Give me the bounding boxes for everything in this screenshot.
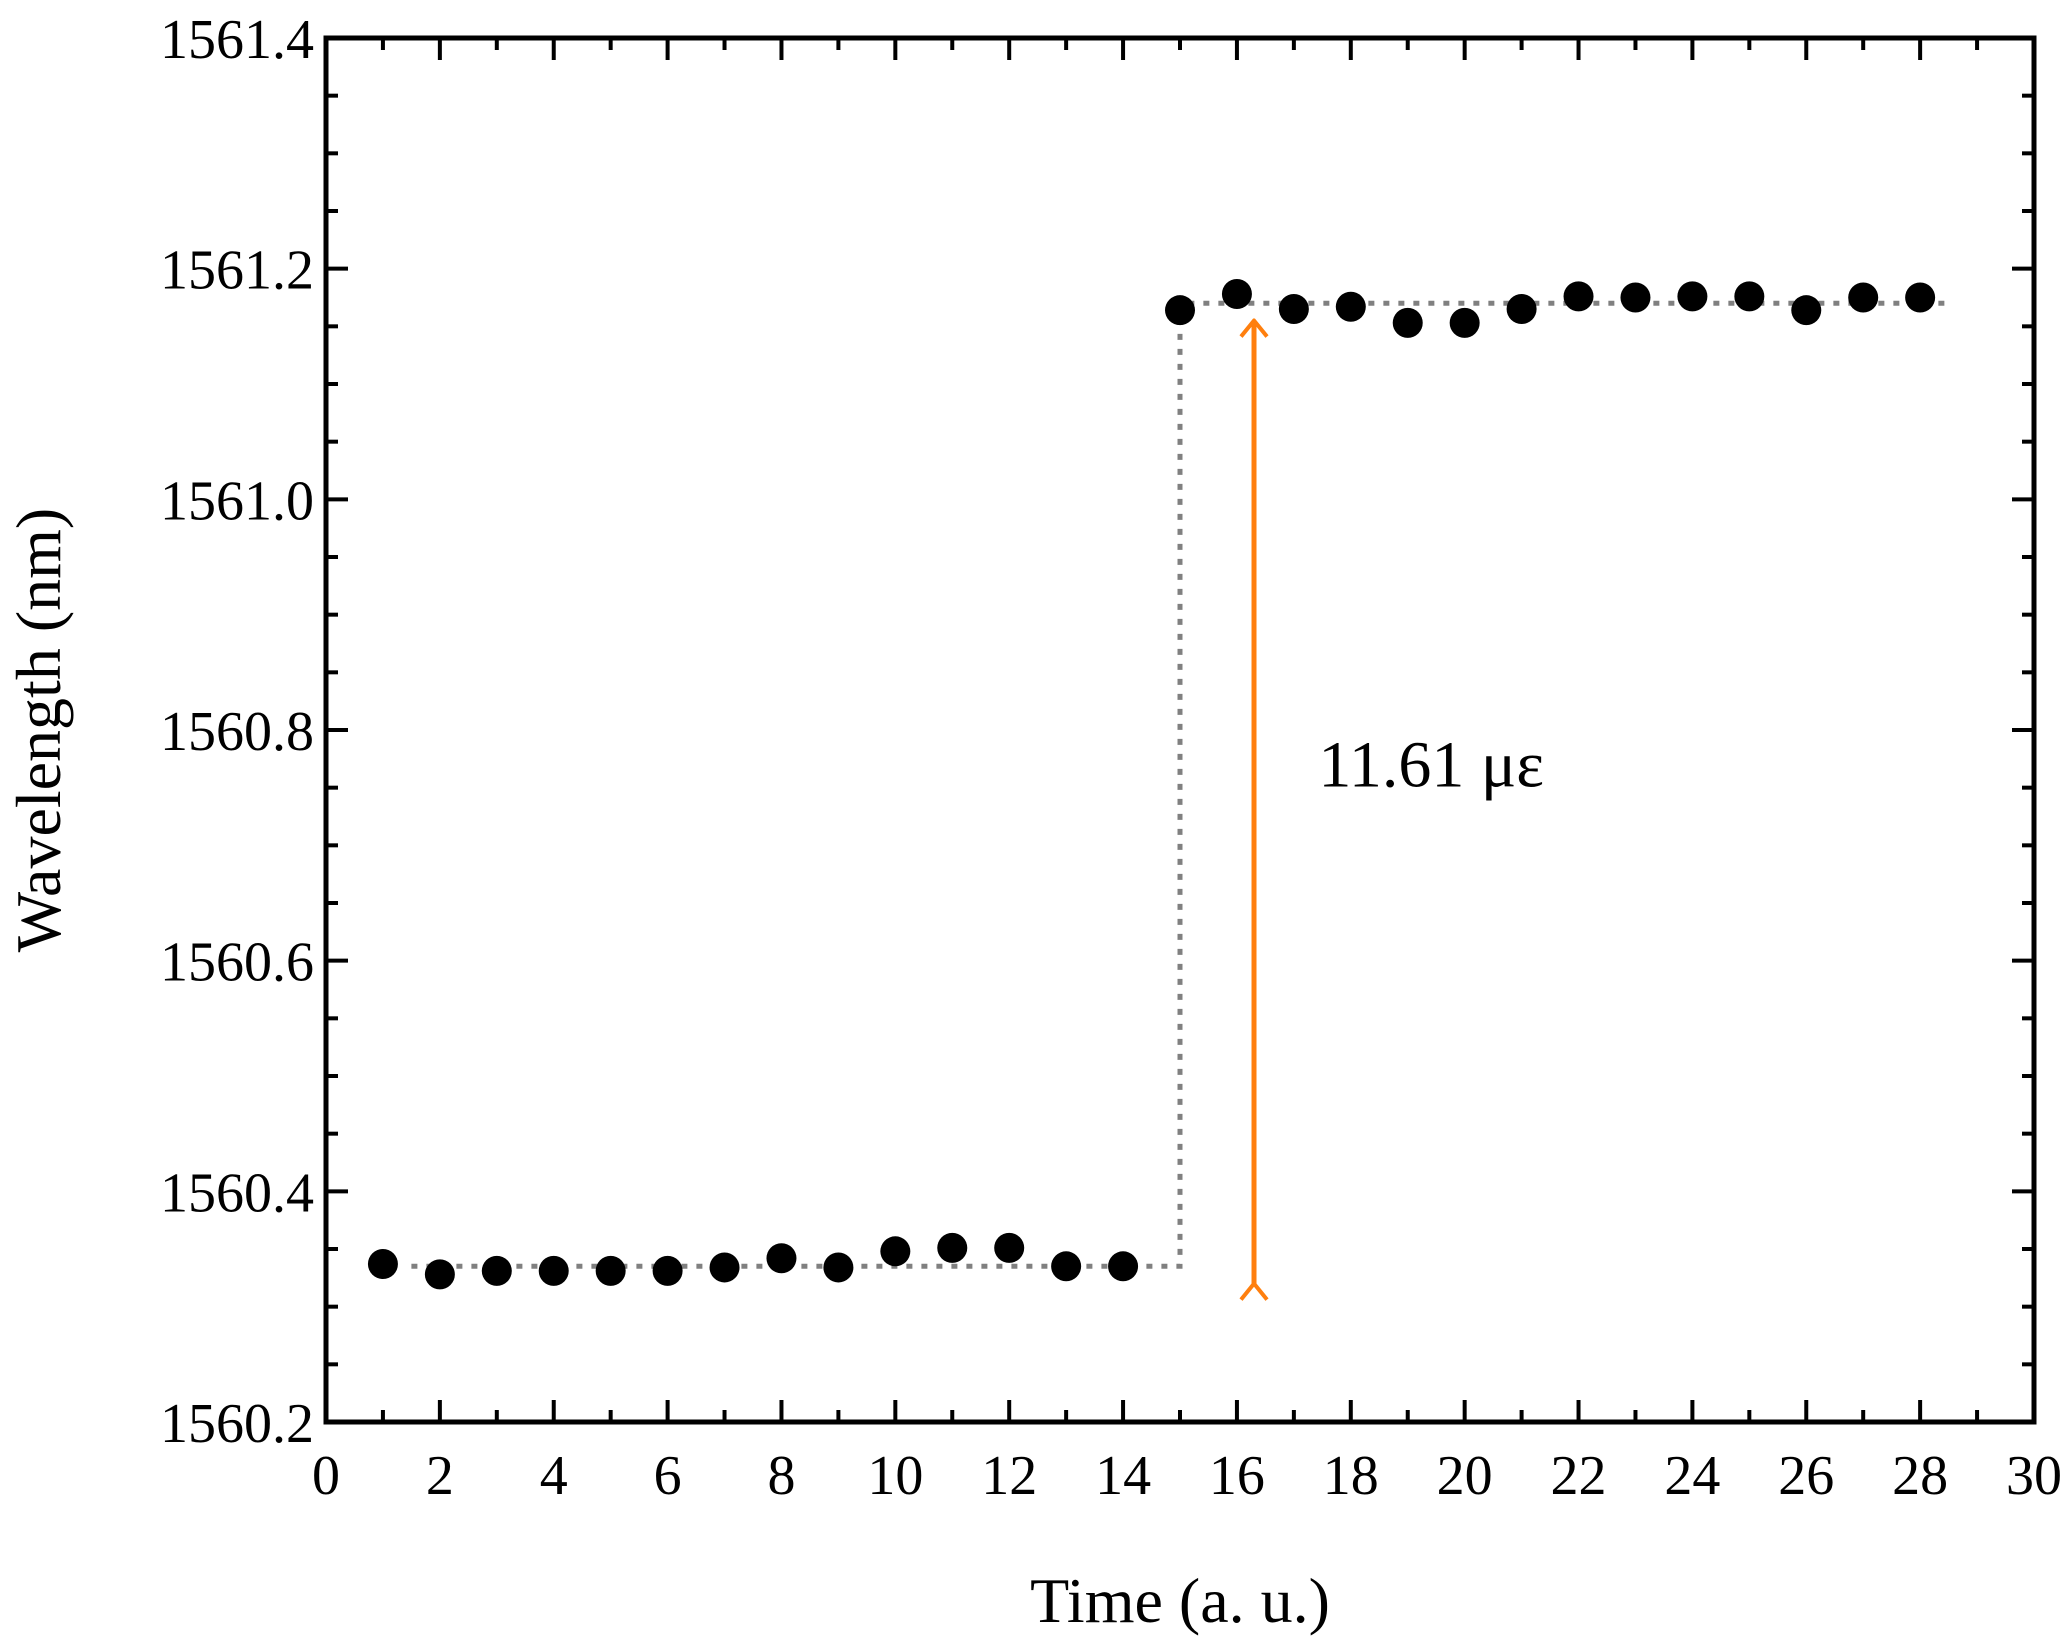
- x-tick-label: 16: [1209, 1445, 1265, 1507]
- data-point: [937, 1232, 968, 1263]
- y-tick-label: 1560.8: [160, 701, 314, 763]
- data-point: [1165, 295, 1195, 326]
- data-point: [1506, 294, 1537, 325]
- strain-annotation: 11.61 με: [1318, 729, 1544, 802]
- data-point: [1108, 1251, 1139, 1282]
- tick-labels: 0 2 4 6 8 10 12 14 16 18 20 22 24 26 28 301560.21560.41…: [160, 9, 2062, 1507]
- data-point: [880, 1236, 911, 1267]
- data-point: [424, 1259, 455, 1290]
- x-tick-label: 30: [2006, 1445, 2062, 1507]
- data-point: [1051, 1251, 1082, 1282]
- x-tick-label: 14: [1095, 1445, 1151, 1507]
- y-axis-label: Wavelength (nm): [3, 508, 74, 952]
- data-point: [367, 1248, 398, 1279]
- x-tick-label: 6: [654, 1445, 682, 1507]
- y-tick-label: 1560.6: [160, 932, 314, 994]
- x-tick-label: 20: [1437, 1445, 1493, 1507]
- data-point: [595, 1255, 626, 1286]
- y-tick-label: 1561.2: [160, 240, 314, 302]
- data-point: [1563, 281, 1594, 312]
- data-point: [1848, 282, 1879, 313]
- data-point: [1677, 281, 1708, 312]
- x-tick-label: 2: [426, 1445, 454, 1507]
- data-point: [481, 1255, 512, 1286]
- data-point: [709, 1252, 740, 1283]
- x-tick-label: 24: [1664, 1445, 1720, 1507]
- data-point: [1335, 291, 1366, 322]
- x-tick-label: 12: [981, 1445, 1037, 1507]
- data-point: [1221, 279, 1252, 310]
- data-point: [652, 1255, 683, 1286]
- data-point: [1620, 282, 1651, 313]
- plot-frame: [323, 35, 2037, 1425]
- x-tick-label: 22: [1551, 1445, 1607, 1507]
- data-point: [1791, 295, 1822, 326]
- axis-ticks: [324, 36, 2036, 1424]
- data-point: [994, 1232, 1025, 1263]
- x-tick-label: 8: [767, 1445, 795, 1507]
- data-point: [766, 1243, 797, 1274]
- y-tick-label: 1561.4: [160, 9, 314, 71]
- data-point: [538, 1255, 569, 1286]
- plot-area: [367, 279, 1949, 1290]
- x-tick-label: 4: [540, 1445, 568, 1507]
- y-tick-label: 1560.2: [160, 1393, 314, 1455]
- y-tick-label: 1560.4: [160, 1162, 314, 1224]
- data-point: [1278, 294, 1309, 325]
- x-tick-label: 18: [1323, 1445, 1379, 1507]
- data-point: [1905, 282, 1936, 313]
- x-tick-label: 26: [1778, 1445, 1834, 1507]
- x-axis-label: Time (a. u.): [1030, 1565, 1330, 1636]
- x-tick-label: 10: [867, 1445, 923, 1507]
- data-point: [1734, 281, 1765, 312]
- data-point: [823, 1252, 854, 1283]
- data-point: [1449, 307, 1480, 338]
- data-point: [1392, 307, 1423, 338]
- x-tick-label: 0: [312, 1445, 340, 1507]
- x-tick-label: 28: [1892, 1445, 1948, 1507]
- y-tick-label: 1561.0: [160, 470, 314, 532]
- fit-line: [411, 300, 1949, 1269]
